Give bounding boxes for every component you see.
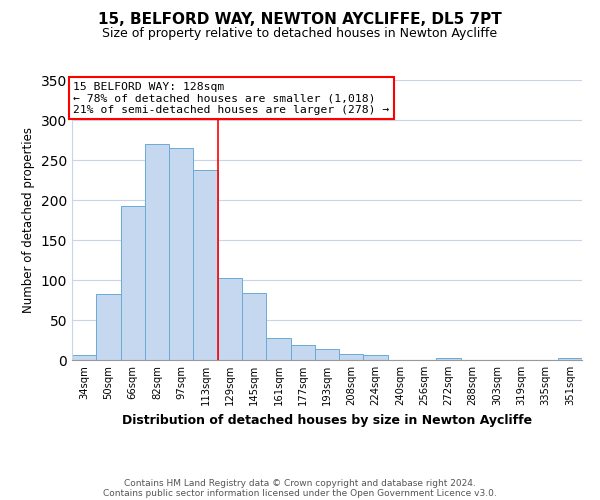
Y-axis label: Number of detached properties: Number of detached properties bbox=[22, 127, 35, 313]
Text: 15 BELFORD WAY: 128sqm
← 78% of detached houses are smaller (1,018)
21% of semi-: 15 BELFORD WAY: 128sqm ← 78% of detached… bbox=[73, 82, 389, 115]
Bar bbox=[242, 293, 266, 360]
Bar bbox=[315, 349, 339, 360]
Bar bbox=[218, 278, 242, 360]
Bar bbox=[290, 345, 315, 360]
Bar bbox=[121, 206, 145, 360]
Text: Size of property relative to detached houses in Newton Aycliffe: Size of property relative to detached ho… bbox=[103, 28, 497, 40]
Bar bbox=[339, 354, 364, 360]
Bar bbox=[96, 294, 121, 360]
Bar bbox=[169, 148, 193, 360]
Bar bbox=[72, 355, 96, 360]
Text: Contains public sector information licensed under the Open Government Licence v3: Contains public sector information licen… bbox=[103, 488, 497, 498]
Text: 15, BELFORD WAY, NEWTON AYCLIFFE, DL5 7PT: 15, BELFORD WAY, NEWTON AYCLIFFE, DL5 7P… bbox=[98, 12, 502, 28]
Bar bbox=[193, 170, 218, 360]
X-axis label: Distribution of detached houses by size in Newton Aycliffe: Distribution of detached houses by size … bbox=[122, 414, 532, 426]
Text: Contains HM Land Registry data © Crown copyright and database right 2024.: Contains HM Land Registry data © Crown c… bbox=[124, 478, 476, 488]
Bar bbox=[558, 358, 582, 360]
Bar bbox=[436, 358, 461, 360]
Bar bbox=[266, 338, 290, 360]
Bar bbox=[364, 355, 388, 360]
Bar bbox=[145, 144, 169, 360]
